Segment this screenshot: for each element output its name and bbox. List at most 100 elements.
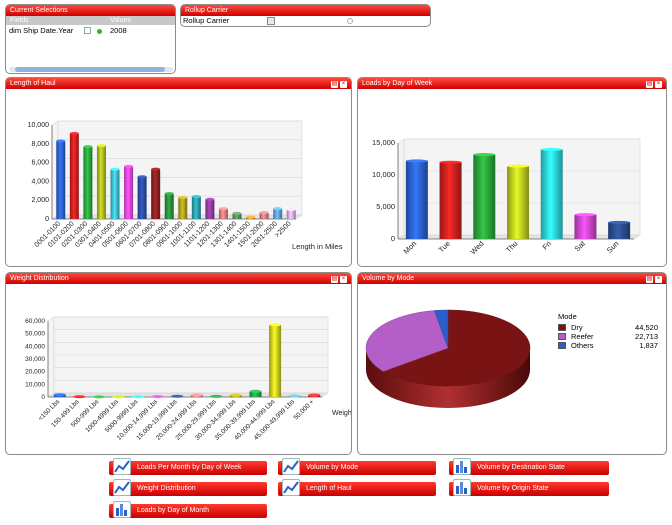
nav-button-label: Weight Distribution [137,485,196,492]
volume-by-mode-panel: Volume by Mode ▤ × Mode Dry 44,520 Reefer 22,… [357,272,667,455]
bar-top [249,389,262,393]
x-tick-label: Thu [504,239,520,255]
legend-item[interactable]: Others 1,837 [558,341,666,350]
nav-button-volume-by-origin-state[interactable]: Volume by Origin State [449,479,609,496]
bar [439,162,462,239]
close-icon[interactable]: × [655,276,662,283]
bar-top [83,145,93,149]
bar-top [288,394,301,398]
y-tick-label: 2,000 [31,197,49,204]
bar-top [53,393,66,397]
close-icon[interactable]: × [340,81,347,88]
bar [191,196,201,219]
bar-top [205,197,215,201]
pie-slice-reefer [365,310,449,372]
bar-chart-icon [453,479,471,496]
bar [269,324,282,397]
y-tick-label: 0 [41,394,45,401]
nav-button-weight-distribution[interactable]: Weight Distribution [109,479,267,496]
pie-side [366,348,530,408]
legend-label: Reefer [571,332,594,341]
bar-top [96,144,106,148]
bar-top [164,192,174,196]
y-tick-label: 0 [391,234,395,243]
plot-side-wall [397,138,405,240]
y-tick-label: 8,000 [31,141,49,148]
close-icon[interactable]: × [340,276,347,283]
nav-button-label: Loads Per Month by Day of Week [137,464,242,471]
export-icon[interactable]: ▤ [331,276,338,283]
current-selections-panel: Current Selections Fields Values dim Shi… [5,4,176,74]
x-tick-label: Sat [573,238,588,253]
line-chart-icon [113,458,131,475]
bar-top [191,194,201,198]
volume-by-mode-title: Volume by Mode ▤ × [358,273,666,284]
y-tick-label: 5,000 [376,202,395,211]
nav-button-length-of-haul[interactable]: Length of Haul [278,479,436,496]
weight-distribution-title: Weight Distribution ▤ × [6,273,351,284]
rollup-carrier-title: Rollup Carrier [181,5,430,16]
bar [151,169,161,219]
scrollbar-thumb[interactable] [15,67,165,72]
bar [273,208,283,219]
length-of-haul-title-text: Length of Haul [10,80,56,87]
selections-header-row: Fields Values [6,16,175,25]
legend-label: Others [571,341,594,350]
legend-item[interactable]: Reefer 22,713 [558,332,666,341]
export-icon[interactable]: ▤ [646,81,653,88]
bar-top [92,395,105,399]
bar [473,154,496,239]
edit-icon[interactable] [84,27,91,34]
nav-button-loads-by-day-of-month[interactable]: Loads by Day of Month [109,501,267,518]
rollup-carrier-panel: Rollup Carrier Rollup Carrier [180,4,431,27]
loads-by-day-title: Loads by Day of Week ▤ × [358,78,666,89]
legend-swatch [558,342,566,349]
horizontal-scrollbar[interactable] [9,67,173,72]
search-icon[interactable] [267,17,275,25]
legend-swatch [558,324,566,331]
bar [218,208,228,219]
nav-button-volume-by-destination-state[interactable]: Volume by Destination State [449,458,609,475]
y-tick-label: 6,000 [31,160,49,167]
y-tick-label: 10,000 [25,381,45,388]
rollup-carrier-select[interactable]: Rollup Carrier [181,16,430,26]
bar-top [229,393,242,397]
bar [507,166,529,239]
legend-item[interactable]: Dry 44,520 [558,323,666,332]
y-tick-label: 10,000 [372,170,395,179]
x-tick-label: Sun [605,239,621,255]
bar-top [232,211,242,215]
bar-chart-icon [113,501,131,518]
y-tick-label: 4,000 [31,178,49,185]
bar [249,391,262,397]
bar [405,160,428,239]
bar [110,169,120,219]
bar-top [473,153,496,157]
selection-field: dim Ship Date.Year [9,26,74,35]
close-icon[interactable]: × [655,81,662,88]
bar-top [110,167,120,171]
nav-button-label: Loads by Day of Month [137,507,209,514]
bar-top [178,195,188,199]
nav-button-loads-per-month-by-day-of-week[interactable]: Loads Per Month by Day of Week [109,458,267,475]
bar-top [540,147,563,151]
circle-icon [347,18,353,24]
bar-top [507,164,529,168]
line-chart-icon [282,458,300,475]
selection-value: 2008 [110,26,127,35]
weight-distribution-panel: Weight Distribution ▤ × 0 10,000 20,000 30,00… [5,272,352,455]
volume-by-mode-pie [365,309,531,408]
bar-top [171,394,184,398]
loads-by-day-chart: 0 5,000 10,000 15,000 Mon Tue Wed Thu Fri Sat Sun [372,138,641,256]
export-icon[interactable]: ▤ [646,276,653,283]
bar [232,213,242,219]
line-chart-icon [282,479,300,496]
bar-top [308,393,321,397]
x-tick-label: Fri [541,239,554,252]
weight-distribution-chart: 010,00020,00030,00040,00050,00060,000<15… [25,316,351,442]
nav-button-volume-by-mode[interactable]: Volume by Mode [278,458,436,475]
selection-row[interactable]: dim Ship Date.Year 2008 [6,26,175,36]
export-icon[interactable]: ▤ [331,81,338,88]
loads-by-day-title-text: Loads by Day of Week [362,80,433,87]
plot-side-wall [47,316,55,398]
